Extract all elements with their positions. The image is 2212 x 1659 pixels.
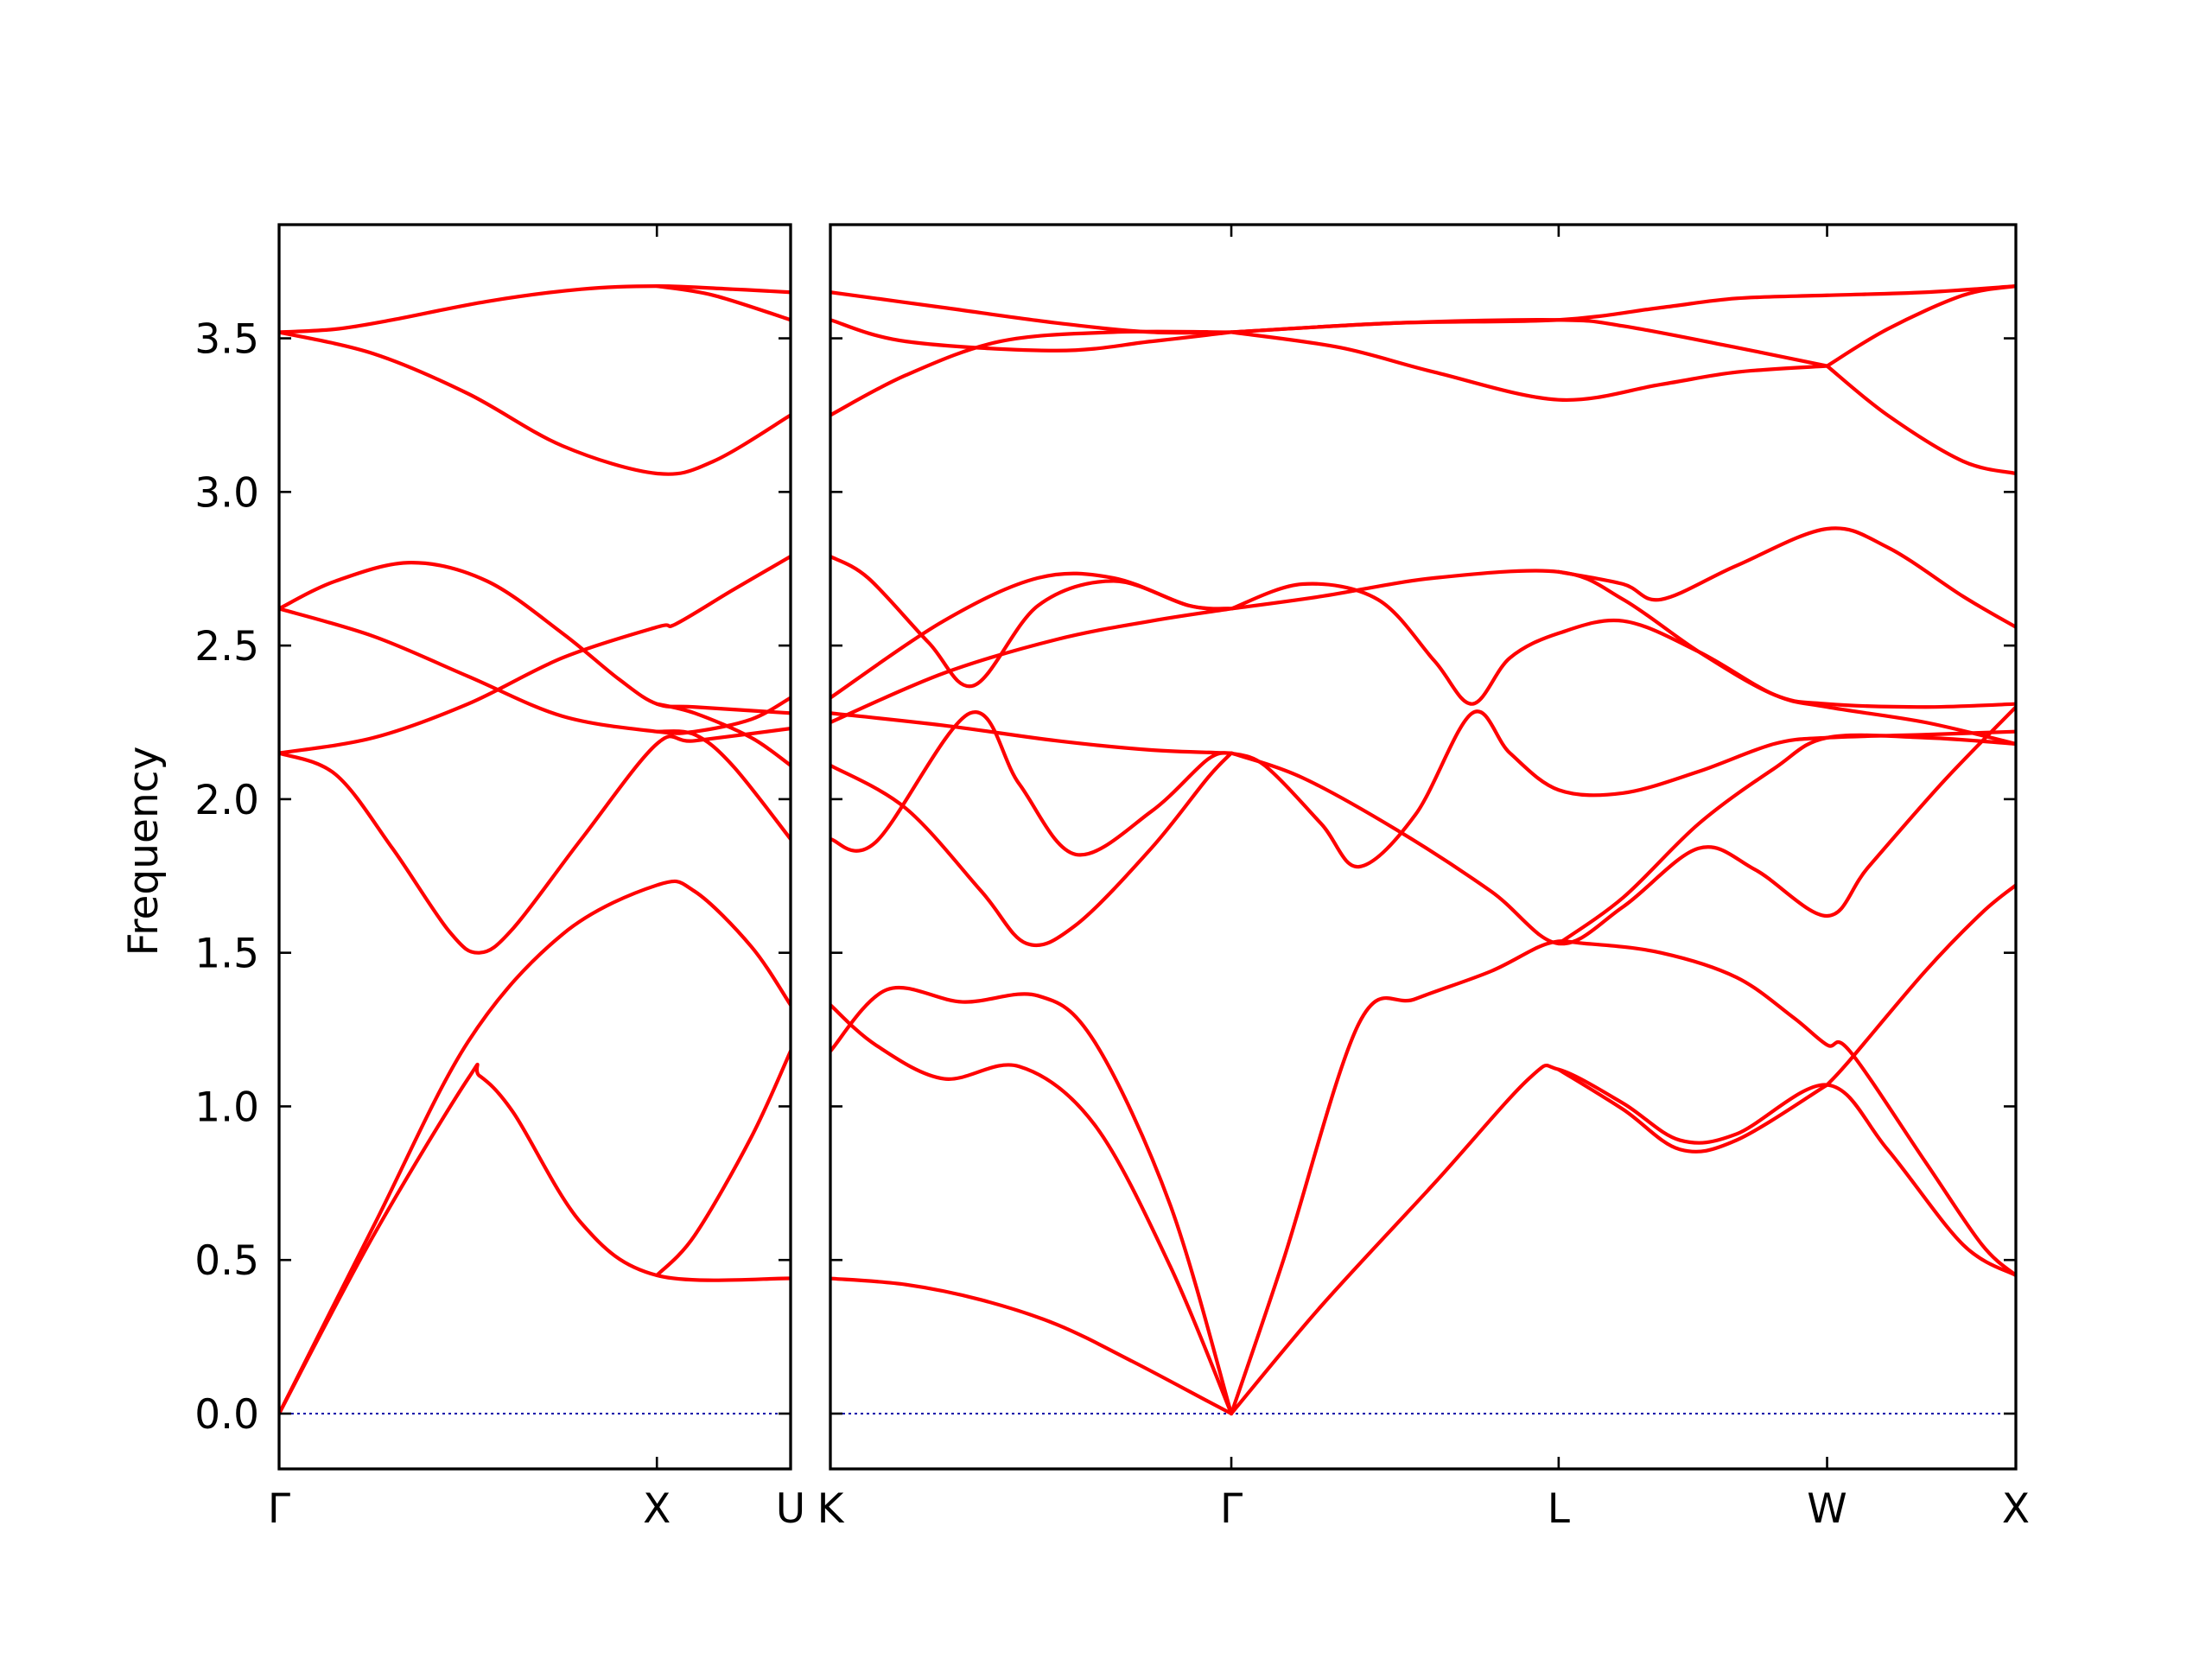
plot-frame [277, 223, 792, 1471]
band-line-6 [279, 561, 791, 715]
band-line-7 [830, 751, 1234, 948]
band-line-6 [1825, 883, 2016, 1087]
band-line-1 [1229, 1064, 2016, 1416]
x-tick-label: Γ [268, 1485, 290, 1533]
band-line-8 [655, 702, 791, 767]
x-tick-label: X [2002, 1485, 2030, 1533]
x-tick-label: K [817, 1485, 845, 1533]
band-line-1 [279, 879, 791, 1416]
band-line-21 [830, 290, 1234, 335]
band-line-20 [830, 329, 1234, 417]
band-line-0 [279, 1063, 791, 1416]
band-line-2 [1556, 1067, 1829, 1154]
x-tick-label: X [643, 1485, 671, 1533]
band-line-9 [279, 330, 791, 476]
band-line-16 [830, 571, 1234, 700]
band-line-10 [279, 284, 791, 334]
band-line-13 [830, 607, 1234, 725]
band-line-8 [1229, 705, 2016, 946]
y-axis: 0.0 0.5 1.0 1.5 2.0 2.5 3.0 3.5 [194, 316, 259, 1439]
y-tick-label: 0.0 [194, 1391, 259, 1439]
band-line-12 [830, 711, 1234, 755]
y-axis-label: Frequency [120, 747, 168, 957]
x-tick-label: L [1548, 1485, 1570, 1533]
y-tick-label: 3.5 [194, 316, 259, 364]
band-line-0 [830, 1276, 1234, 1416]
y-tick-label: 3.0 [194, 469, 259, 517]
band-line-17 [1229, 582, 2016, 746]
band-line-3 [830, 1003, 1234, 1416]
band-line-11 [655, 284, 791, 322]
band-line-7 [655, 729, 791, 842]
y-tick-label: 1.5 [194, 931, 259, 978]
plot-frame [829, 223, 2018, 1471]
band-line-5 [1229, 939, 2016, 1416]
y-tick-label: 2.0 [194, 777, 259, 824]
y-tick-label: 1.0 [194, 1084, 259, 1131]
band-line-9 [830, 709, 1234, 857]
band-line-19 [830, 318, 1234, 353]
band-line-3 [279, 727, 791, 955]
band-line-14 [1229, 569, 2016, 709]
band-line-4 [279, 554, 791, 755]
band-line-11 [1556, 733, 2016, 946]
band-line-18 [1556, 526, 2016, 629]
band-line-5 [279, 607, 791, 735]
band-line-24 [1229, 284, 2016, 334]
band-line-25 [1825, 284, 2016, 368]
band-line-15 [830, 554, 1234, 689]
band-line-26 [1825, 364, 2016, 476]
band-line-2 [655, 1049, 791, 1278]
x-tick-label: W [1807, 1485, 1847, 1533]
x-tick-label: U [776, 1485, 805, 1533]
y-tick-label: 2.5 [194, 623, 259, 671]
band-line-22 [1229, 330, 1829, 403]
x-tick-label: Γ [1220, 1485, 1243, 1533]
band-line-4 [830, 985, 1234, 1416]
y-tick-label: 0.5 [194, 1237, 259, 1285]
